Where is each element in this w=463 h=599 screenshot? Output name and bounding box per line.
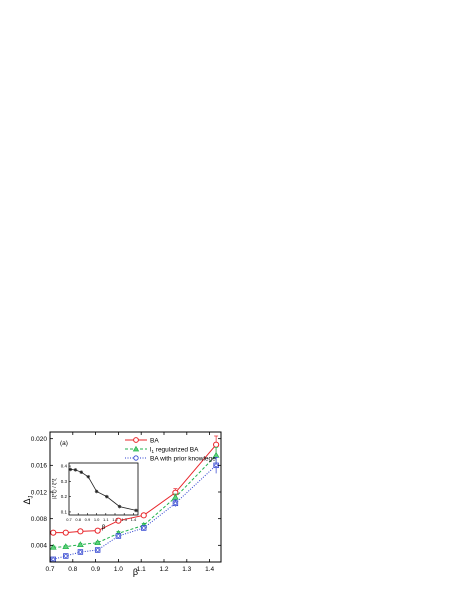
x-tick-label: 1.1 xyxy=(137,566,146,573)
inset-x-tick-label: 1.1 xyxy=(103,517,109,522)
data-point xyxy=(62,543,70,550)
y-tick-label: 0.016 xyxy=(31,463,48,470)
inset-series-layer xyxy=(68,467,138,513)
inset-data-point xyxy=(134,508,138,513)
inset-x-tick-label: 0.9 xyxy=(85,517,91,522)
main-plot-frame xyxy=(49,431,222,563)
data-point xyxy=(50,529,57,536)
data-point xyxy=(94,547,101,553)
data-point xyxy=(94,527,101,534)
legend-entry-prior: BA with prior knowlege xyxy=(125,455,216,463)
inset-plot: 0.7 0.8 0.9 1.0 1.1 1.2 1.3 1.4 0.1 0.2 0.3 0.4 β ⟨… xyxy=(52,462,139,531)
inset-data-point xyxy=(86,474,91,479)
data-point-inner xyxy=(142,526,146,530)
data-point xyxy=(115,533,122,539)
legend-label-l1: l1 regularized BA xyxy=(150,447,199,455)
data-point-inner xyxy=(95,548,100,552)
series-line-2 xyxy=(53,454,217,548)
inset-data-point xyxy=(79,470,84,474)
inset-y-tick-label: 0.4 xyxy=(61,464,68,469)
legend-marker-prior xyxy=(133,455,139,461)
inset-x-axis-title: β xyxy=(102,524,106,531)
x-axis-title: β xyxy=(133,567,138,577)
data-point xyxy=(172,500,179,507)
legend: BA l1 regularized BA BA with prior knowl… xyxy=(125,437,216,463)
legend-entry-l1: l1 regularized BA xyxy=(125,445,199,455)
x-tick-label: 0.7 xyxy=(45,566,54,573)
inset-axes-layer: 0.7 0.8 0.9 1.0 1.1 1.2 1.3 1.4 0.1 0.2 0.3 0.4 xyxy=(61,464,137,522)
data-point xyxy=(76,541,84,548)
main-plot: 0.7 0.8 0.9 1.0 1.1 1.2 1.3 1.40.0040.0080.0120… xyxy=(22,431,222,577)
inset-data-point xyxy=(117,504,122,509)
data-point-inner xyxy=(116,534,121,538)
data-point xyxy=(140,512,147,519)
inset-x-tick-label: 1.3 xyxy=(121,517,127,522)
inset-y-tick-label: 0.3 xyxy=(61,479,68,484)
data-point-inner xyxy=(78,550,83,554)
inset-data-point xyxy=(94,489,99,494)
inset-x-tick-label: 1.2 xyxy=(112,517,118,522)
y-tick-label: 0.008 xyxy=(31,516,48,523)
data-point xyxy=(94,539,102,546)
inset-x-tick-label: 0.7 xyxy=(66,517,72,522)
data-point xyxy=(77,528,84,535)
data-point-inner xyxy=(214,463,218,468)
data-point xyxy=(77,549,84,555)
y-axis-title-main: Δ xyxy=(22,498,32,504)
inset-x-tick-label: 0.8 xyxy=(75,517,81,522)
data-point-inner xyxy=(64,554,68,558)
data-point xyxy=(141,525,147,531)
data-point-inner xyxy=(51,557,55,562)
inset-data-point xyxy=(105,494,109,499)
y-axis-title-subscript: J xyxy=(29,495,35,498)
x-tick-label: 1.2 xyxy=(159,566,168,573)
inset-x-tick-label: 1.4 xyxy=(131,517,137,522)
legend-label-ba: BA xyxy=(150,438,159,445)
x-tick-label: 1.0 xyxy=(114,566,123,573)
data-point xyxy=(49,543,57,550)
x-tick-label: 0.9 xyxy=(91,566,100,573)
main-series-layer xyxy=(49,435,220,563)
legend-marker-ba xyxy=(133,437,139,443)
legend-entry-ba: BA xyxy=(125,437,159,445)
inset-x-tick-label: 1.0 xyxy=(94,517,100,522)
y-tick-label: 0.012 xyxy=(31,489,48,496)
inset-y-axis-title: ⟨ξ*ξ⟩ / ξ*ξ xyxy=(52,478,58,500)
inset-series-line xyxy=(70,469,137,511)
data-point xyxy=(115,517,122,524)
inset-background xyxy=(69,463,138,515)
legend-label-prior: BA with prior knowlege xyxy=(150,456,216,463)
x-tick-label: 0.8 xyxy=(68,566,77,573)
data-point-inner xyxy=(173,501,178,506)
data-point xyxy=(63,553,69,559)
y-axis-title: ΔJ xyxy=(22,495,35,504)
inset-data-point xyxy=(73,468,78,472)
inset-y-tick-label: 0.2 xyxy=(61,494,68,499)
y-tick-label: 0.004 xyxy=(31,543,48,550)
x-tick-label: 1.3 xyxy=(182,566,191,573)
inset-y-tick-label: 0.1 xyxy=(61,509,68,514)
panel-label: (a) xyxy=(60,440,68,447)
inset-frame xyxy=(68,462,139,516)
data-point xyxy=(62,529,69,536)
data-point xyxy=(213,441,220,448)
legend-marker-l1 xyxy=(132,445,140,452)
main-axes-layer: 0.7 0.8 0.9 1.0 1.1 1.2 1.3 1.40.0040.0080.0120… xyxy=(31,432,221,573)
x-tick-label: 1.4 xyxy=(205,566,214,573)
y-tick-label: 0.020 xyxy=(31,436,48,443)
data-point xyxy=(171,493,179,500)
